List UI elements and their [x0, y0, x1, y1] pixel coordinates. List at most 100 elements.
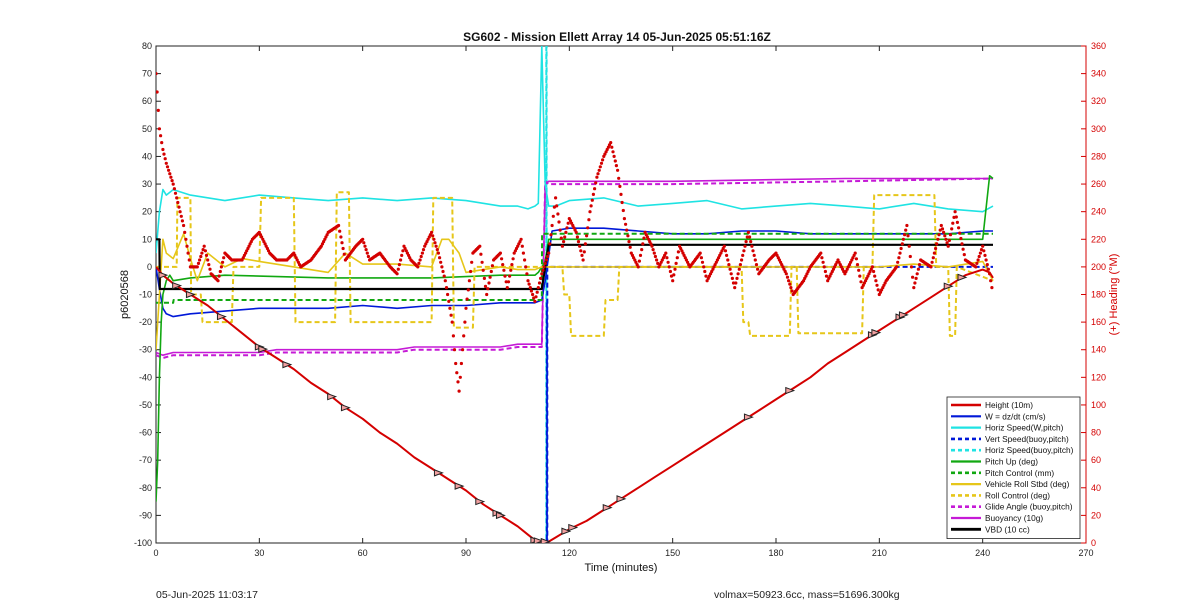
series-line-11 — [156, 238, 993, 291]
heading-point — [731, 281, 736, 285]
heading-point — [204, 253, 209, 257]
heading-point — [596, 172, 600, 176]
heading-point — [544, 258, 549, 262]
heading-point — [555, 204, 559, 208]
heading-point — [485, 292, 489, 297]
heading-point — [857, 268, 861, 272]
heading-point — [442, 274, 446, 278]
x-tick-label: 60 — [358, 548, 368, 558]
heading-point — [627, 240, 631, 244]
series-line-10 — [156, 177, 993, 357]
heading-point — [917, 263, 922, 267]
legend: Height (10m)W = dz/dt (cm/s) Horiz Speed(… — [946, 396, 1081, 540]
heading-point — [954, 215, 958, 219]
x-tick-label: 90 — [461, 548, 471, 558]
heading-point — [207, 263, 211, 267]
heading-point — [859, 280, 863, 284]
heading-point — [554, 196, 558, 200]
heading-point — [751, 249, 755, 253]
heading-point — [171, 182, 175, 186]
heading-point — [203, 249, 207, 253]
height-marker — [495, 511, 506, 520]
height-marker — [568, 523, 579, 532]
heading-point — [156, 72, 158, 76]
heading-point — [983, 253, 987, 257]
heading-point — [338, 229, 342, 233]
series-line-2 — [156, 46, 994, 254]
y-tick-label: -20 — [139, 317, 152, 327]
heading-point — [601, 158, 605, 162]
heading-point — [977, 254, 981, 259]
heading-point — [439, 260, 443, 264]
x-tick-label: 210 — [872, 548, 887, 558]
heading-point — [756, 267, 760, 271]
heading-point — [790, 289, 794, 293]
heading-point — [341, 246, 345, 251]
y2-tick-label: 60 — [1091, 455, 1101, 465]
y-tick-label: 40 — [142, 151, 152, 161]
heading-point — [612, 154, 616, 158]
heading-point — [961, 247, 965, 251]
heading-point — [976, 258, 980, 262]
y2-tick-label: 320 — [1091, 96, 1106, 106]
heading-point — [621, 208, 625, 213]
heading-point — [521, 251, 526, 255]
heading-point — [489, 269, 493, 274]
heading-point — [438, 256, 442, 260]
heading-point — [618, 184, 622, 188]
heading-point — [580, 253, 584, 257]
x-tick-label: 240 — [975, 548, 990, 558]
heading-point — [545, 254, 550, 259]
height-marker — [871, 328, 882, 337]
heading-point — [909, 265, 914, 269]
heading-point — [668, 269, 673, 274]
heading-point — [202, 244, 206, 248]
heading-point — [936, 237, 940, 241]
heading-point — [624, 222, 628, 226]
heading-point — [482, 276, 486, 280]
heading-point — [914, 276, 918, 280]
heading-point — [165, 165, 170, 169]
heading-point — [899, 246, 903, 251]
heading-point — [752, 253, 756, 257]
height-marker — [898, 311, 909, 319]
legend-box — [946, 396, 1081, 540]
heading-point — [981, 244, 985, 248]
heading-point — [821, 260, 825, 264]
heading-point — [520, 244, 524, 248]
heading-point — [726, 258, 730, 262]
heading-point — [667, 265, 671, 269]
legend-entry: Vert Speed(buoy,pitch) — [985, 434, 1069, 444]
legend-entry: Pitch Control (mm) — [985, 468, 1054, 478]
heading-point — [178, 210, 182, 214]
heading-point — [222, 256, 226, 260]
heading-point — [735, 276, 739, 280]
heading-point — [395, 272, 399, 276]
heading-point — [737, 267, 741, 271]
heading-point — [959, 236, 963, 241]
heading-point — [586, 226, 590, 230]
heading-point — [337, 223, 341, 228]
heading-point — [563, 235, 567, 239]
heading-point — [198, 258, 202, 262]
height-marker — [258, 345, 269, 353]
legend-entry: Vehicle Roll Stbd (deg) — [985, 479, 1070, 489]
heading-point — [940, 227, 945, 231]
heading-point — [626, 234, 630, 238]
heading-point — [745, 235, 749, 239]
heading-point — [582, 250, 586, 254]
heading-point — [702, 265, 706, 269]
heading-point — [730, 276, 735, 280]
heading-point — [157, 127, 161, 131]
heading-point — [558, 228, 562, 232]
heading-point — [935, 242, 939, 246]
heading-point — [543, 261, 547, 265]
heading-point — [531, 292, 535, 297]
heading-point — [183, 230, 187, 234]
heading-point — [947, 238, 952, 242]
heading-point — [594, 181, 598, 185]
heading-point — [672, 273, 676, 277]
heading-point — [221, 260, 225, 264]
heading-point — [441, 269, 445, 274]
